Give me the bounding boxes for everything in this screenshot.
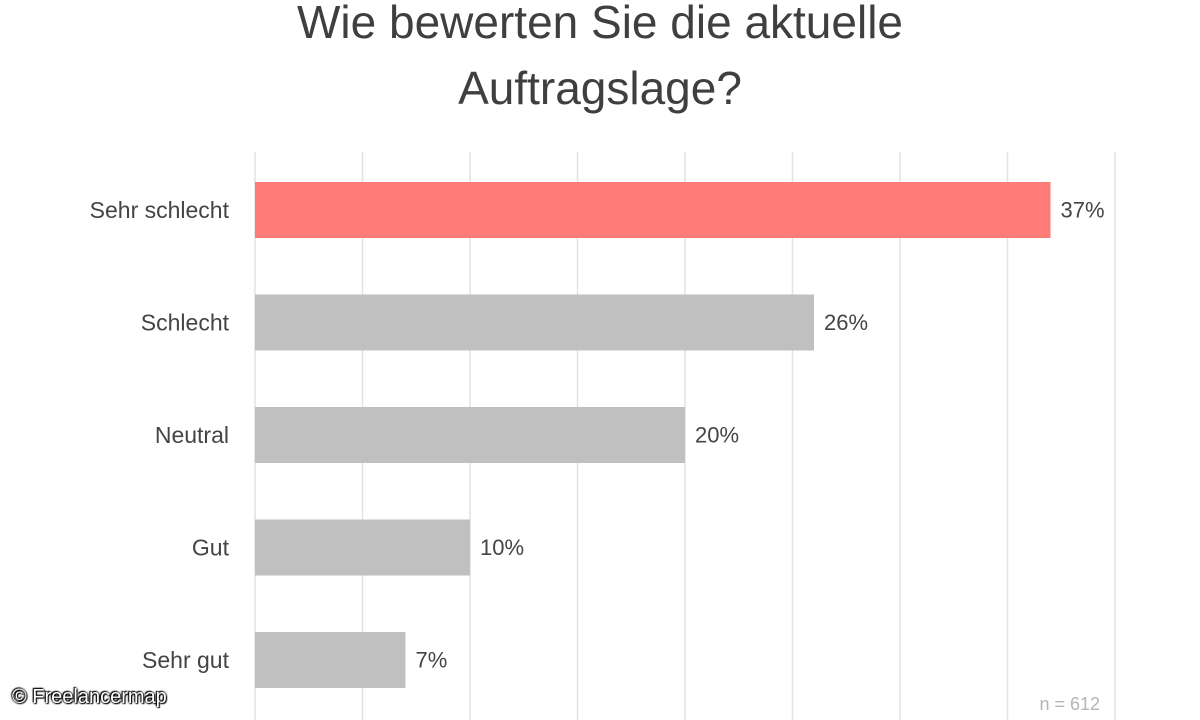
bar-gut [255, 519, 470, 576]
bar-schlecht [255, 294, 814, 351]
category-label: Sehr schlecht [90, 197, 230, 223]
bars: Sehr schlecht 37% Schlecht 26% Neutral 20% Gut… [90, 182, 1105, 688]
value-label: 26% [824, 310, 868, 335]
bar-sehr-gut [255, 632, 406, 688]
value-label: 10% [480, 535, 524, 560]
category-label: Gut [192, 535, 230, 561]
value-label: 20% [695, 423, 739, 448]
value-label: 7% [416, 648, 448, 673]
category-label: Schlecht [141, 310, 230, 336]
copyright-credit: © Freelancermap [12, 686, 167, 708]
chart-title-line-2: Auftragslage? [458, 62, 742, 114]
bar-sehr-schlecht [255, 182, 1051, 238]
bar-neutral [255, 407, 685, 463]
category-label: Sehr gut [142, 647, 230, 673]
category-label: Neutral [155, 422, 229, 448]
value-label: 37% [1061, 198, 1105, 223]
chart-title-line-1: Wie bewerten Sie die aktuelle [297, 0, 903, 48]
sample-size-note: n = 612 [1039, 694, 1100, 714]
